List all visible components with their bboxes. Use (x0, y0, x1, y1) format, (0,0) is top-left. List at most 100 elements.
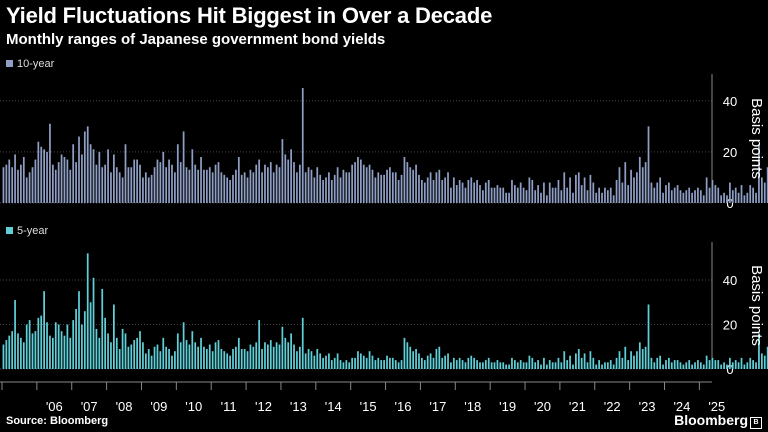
bar (545, 364, 548, 369)
bar (316, 348, 319, 369)
bar (368, 164, 371, 203)
bar (435, 172, 438, 203)
bar (691, 364, 693, 369)
bar (333, 174, 336, 203)
bar (575, 353, 577, 369)
legend-10-year: 10-year (6, 58, 54, 70)
bar (755, 192, 757, 203)
bar (726, 195, 728, 203)
bar (171, 164, 173, 203)
bar (115, 167, 118, 203)
bar (54, 169, 57, 203)
bar (194, 342, 197, 369)
bar (127, 167, 130, 203)
bar (455, 360, 458, 369)
bar (447, 172, 449, 203)
bar (522, 362, 525, 369)
bar (249, 169, 252, 203)
bar (554, 362, 557, 369)
bar (665, 360, 667, 369)
bar (57, 324, 60, 369)
bar (72, 320, 75, 369)
bar (5, 340, 8, 369)
bar (357, 351, 359, 369)
bar (752, 360, 754, 369)
bar (328, 353, 330, 369)
bar (659, 177, 662, 203)
bar (636, 351, 638, 369)
x-tick-label: '07 (81, 399, 98, 414)
bar (83, 311, 86, 369)
brand-label: Bloomberg (674, 412, 748, 428)
bar (124, 333, 127, 369)
bar (2, 167, 5, 203)
bar (357, 157, 359, 203)
bar (426, 177, 429, 203)
x-tick-label: '10 (185, 399, 202, 414)
bar (513, 185, 516, 203)
bar (182, 131, 185, 203)
bar (487, 180, 490, 203)
legend-label-10-year: 10-year (17, 58, 55, 70)
y-tick-label: 40 (723, 94, 737, 109)
bar (412, 169, 415, 203)
bar (499, 362, 502, 369)
bar (49, 335, 51, 369)
bar (156, 344, 159, 369)
bar (717, 187, 720, 203)
bar (133, 340, 136, 369)
bar (348, 362, 351, 369)
bar (662, 192, 664, 203)
bar (136, 337, 138, 369)
chart-title: Yield Fluctuations Hit Biggest in Over a… (6, 3, 493, 28)
bar (644, 346, 647, 369)
bar (223, 351, 226, 369)
bar (583, 177, 586, 203)
bar (200, 337, 202, 369)
bar (592, 357, 595, 369)
bar (508, 364, 510, 369)
bar (229, 355, 231, 369)
bar (191, 149, 194, 203)
bar (697, 187, 699, 203)
bar (243, 348, 246, 369)
bar (28, 172, 31, 203)
bar (63, 157, 66, 203)
bar (162, 337, 165, 369)
bar (159, 162, 162, 203)
bar (476, 180, 478, 203)
bar (322, 357, 324, 369)
bar (25, 324, 28, 369)
bar (5, 164, 8, 203)
bar (383, 174, 385, 203)
x-tick-label: '21 (569, 399, 586, 414)
bar (153, 167, 156, 203)
bar (205, 169, 208, 203)
bar (235, 169, 237, 203)
bar (261, 172, 263, 203)
bar (298, 346, 301, 369)
bar (528, 355, 531, 369)
x-tick-label: '20 (534, 399, 551, 414)
bar (194, 164, 197, 203)
bar (758, 144, 760, 203)
bar (220, 172, 223, 203)
bar (505, 364, 508, 369)
bar (37, 317, 40, 369)
bar (668, 182, 670, 203)
bar (142, 342, 144, 369)
bar (377, 172, 380, 203)
bar (336, 167, 339, 203)
bar (322, 180, 324, 203)
bar (95, 164, 98, 203)
bar (670, 190, 673, 203)
bar (98, 151, 101, 203)
bar (679, 362, 682, 369)
bar (284, 154, 287, 203)
bar (543, 182, 545, 203)
bar (717, 360, 720, 369)
bar (359, 353, 362, 369)
bar (232, 348, 234, 369)
bar (351, 164, 354, 203)
bar (612, 195, 615, 203)
